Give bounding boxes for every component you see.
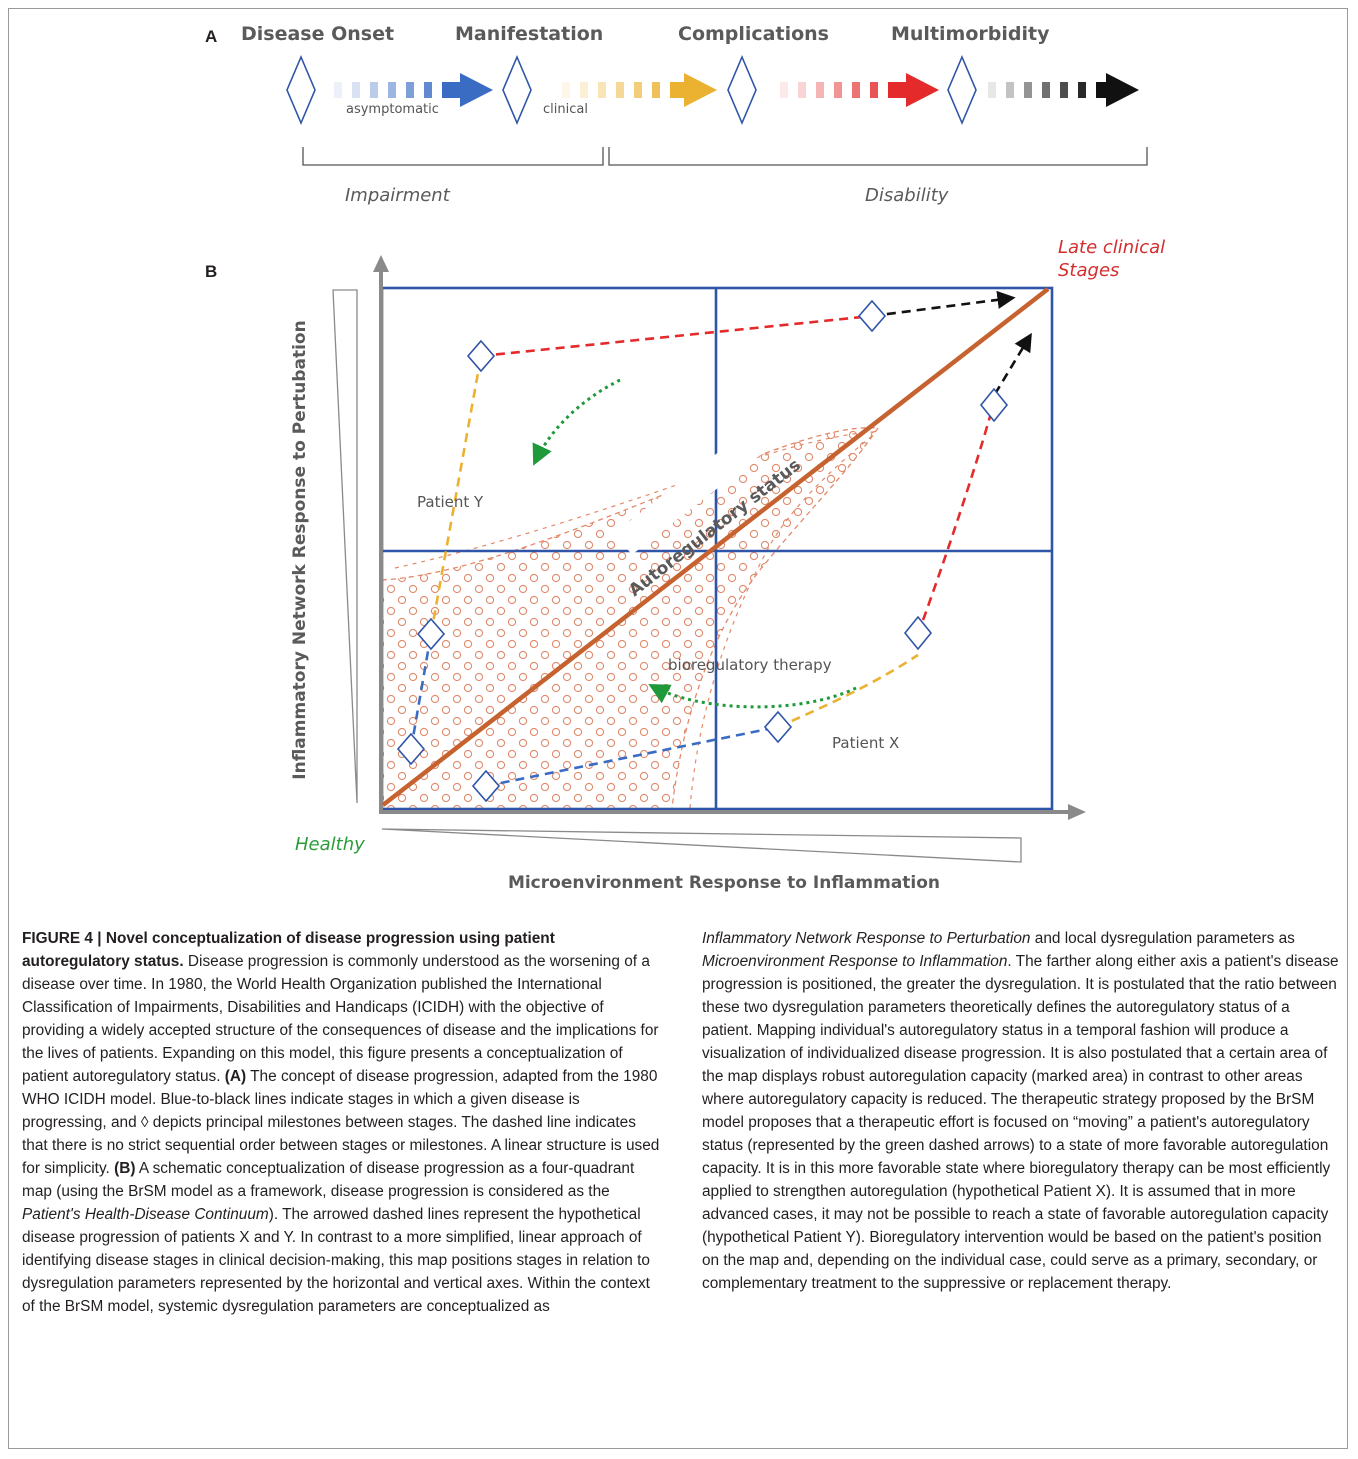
figure-frame (8, 8, 1348, 1449)
caption-b-text-1: A schematic conceptualization of disease… (22, 1160, 635, 1200)
caption-b-text-3: and local dysregulation parameters as (1030, 930, 1295, 947)
stage-complications: Complications (678, 23, 829, 45)
panel-b-label: B (205, 262, 217, 281)
patient-x-label: Patient X (832, 734, 899, 752)
clinical-note: clinical (543, 102, 588, 117)
patient-x-path (485, 332, 1032, 788)
milestone-diamond-icon (947, 54, 977, 126)
x-axis-wedge (381, 828, 1022, 863)
therapy-arrow-y (532, 378, 621, 466)
stage-arrow-yellow (562, 73, 717, 107)
caption-b-italic-1: Patient's Health-Disease Continuum (22, 1206, 269, 1223)
figure-title: Novel conceptualization of disease progr… (22, 930, 555, 970)
y-axis-wedge (332, 289, 358, 804)
therapy-arrow-x (648, 684, 857, 709)
impairment-label: Impairment (345, 185, 451, 206)
milestone-diamond-icon (502, 54, 532, 126)
caption-intro: Disease progression is commonly understo… (22, 953, 659, 1085)
bioregulatory-therapy-label: bioregulatory therapy (668, 656, 832, 674)
marked-area (381, 427, 879, 809)
caption-b-italic-3: Microenvironment Response to Inflammatio… (702, 953, 1008, 970)
milestone-diamond-icon (727, 54, 757, 126)
healthy-label: Healthy (295, 834, 365, 855)
caption-b-text-4: . The farther along either axis a patien… (702, 953, 1339, 1292)
disability-bracket (608, 147, 1148, 166)
caption-a-text: The concept of disease progression, adap… (22, 1068, 660, 1177)
patient-x-milestone-icon (979, 387, 1009, 423)
patient-x-milestone-icon (471, 769, 501, 803)
stage-arrow-black (988, 73, 1139, 107)
x-axis-label: Microenvironment Response to Inflammatio… (508, 873, 940, 893)
stage-arrow-blue (334, 73, 493, 107)
x-axis-arrow-icon (1068, 804, 1086, 820)
caption-b-italic-2: Inflammatory Network Response to Perturb… (702, 930, 1031, 947)
y-axis-arrow-icon (373, 255, 389, 272)
patient-x-milestone-icon (903, 615, 933, 651)
figure-graphic: A Disease Onset Manifestation Complicati… (205, 23, 1165, 893)
patient-y-milestone-icon (857, 299, 887, 333)
stage-multimorbidity: Multimorbidity (891, 23, 1050, 45)
milestone-diamond-icon (286, 54, 316, 126)
caption-b-label: (B) (114, 1160, 136, 1177)
autoregulatory-diagonal (381, 287, 1050, 807)
patient-y-milestone-icon (416, 617, 446, 651)
stage-arrow-red (780, 73, 939, 107)
patient-y-label: Patient Y (417, 493, 484, 511)
panel-a-label: A (205, 27, 217, 46)
patient-x-milestone-icon (763, 710, 793, 744)
caption-column-right: Inflammatory Network Response to Perturb… (702, 927, 1342, 1295)
caption-a-label: (A) (224, 1068, 247, 1085)
patient-y-milestone-icon (466, 339, 496, 373)
stage-disease-onset: Disease Onset (241, 23, 394, 45)
y-axis-label: Inflammatory Network Response to Pertuba… (290, 320, 310, 779)
impairment-bracket (302, 147, 604, 166)
caption-column-left: FIGURE 4 | Novel conceptualization of di… (22, 927, 662, 1318)
figure-number: FIGURE 4 | (22, 930, 106, 947)
asymptomatic-note: asymptomatic (346, 102, 439, 117)
disability-label: Disability (865, 185, 949, 206)
stage-manifestation: Manifestation (455, 23, 603, 45)
late-clinical-stages-label: Late clinical Stages (1058, 237, 1165, 281)
caption-b-text-2: ). The arrowed dashed lines represent th… (22, 1206, 650, 1315)
patient-y-milestone-icon (396, 732, 426, 766)
patient-y-path (409, 290, 1016, 750)
